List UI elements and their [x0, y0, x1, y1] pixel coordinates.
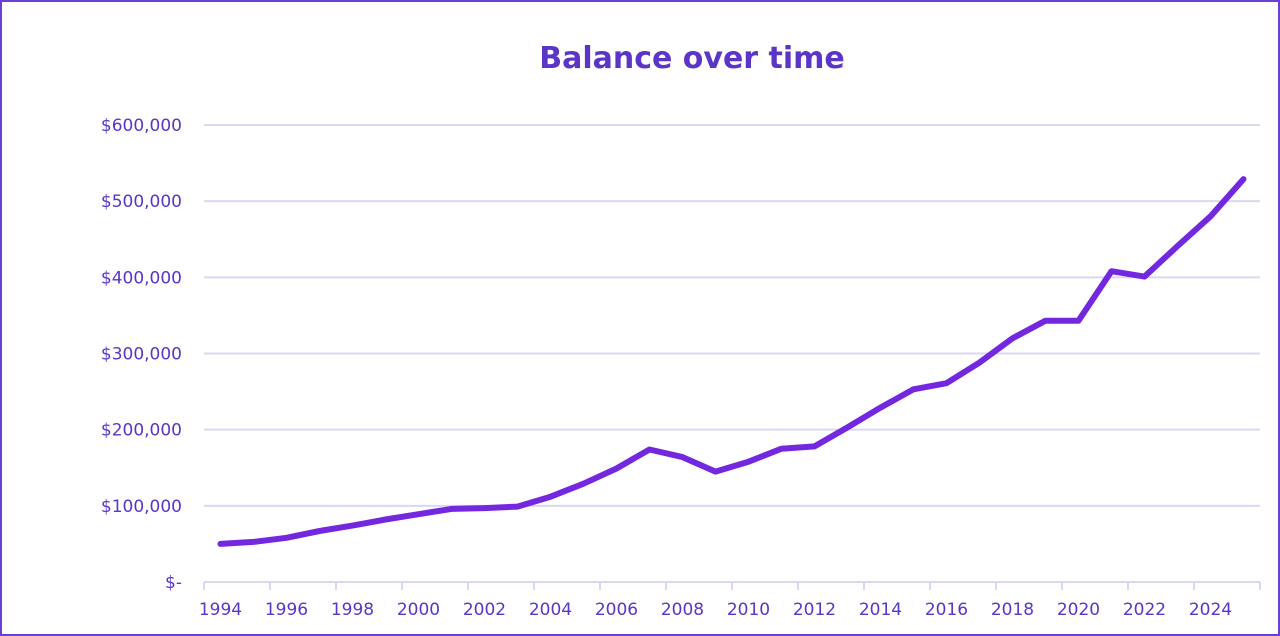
- y-tick-label: $500,000: [101, 192, 182, 212]
- y-tick-label: $400,000: [101, 268, 182, 288]
- x-tick-label: 2010: [727, 600, 770, 620]
- y-tick-label: $200,000: [101, 421, 182, 441]
- y-tick-label: $-: [165, 573, 182, 593]
- series-line: [217, 176, 1247, 547]
- x-tick-label: 2008: [661, 600, 704, 620]
- x-tick-label: 2014: [859, 600, 902, 620]
- x-tick-label: 2012: [793, 600, 836, 620]
- y-tick-label: $100,000: [101, 497, 182, 517]
- chart-title: Balance over time: [539, 41, 845, 76]
- x-tick-label: 2022: [1123, 600, 1166, 620]
- x-tick-label: 1996: [265, 600, 308, 620]
- x-tick-label: 2016: [925, 600, 968, 620]
- x-tick-label: 2018: [991, 600, 1034, 620]
- x-tick-label: 2004: [529, 600, 572, 620]
- x-tick-label: 1998: [331, 600, 374, 620]
- y-tick-label: $600,000: [101, 116, 182, 136]
- y-tick-label: $300,000: [101, 345, 182, 365]
- x-tick-label: 2002: [463, 600, 506, 620]
- x-tick-label: 1994: [199, 600, 242, 620]
- x-tick-label: 2006: [595, 600, 638, 620]
- x-tick-label: 2000: [397, 600, 440, 620]
- x-tick-label: 2020: [1057, 600, 1100, 620]
- x-tick-label: 2024: [1189, 600, 1232, 620]
